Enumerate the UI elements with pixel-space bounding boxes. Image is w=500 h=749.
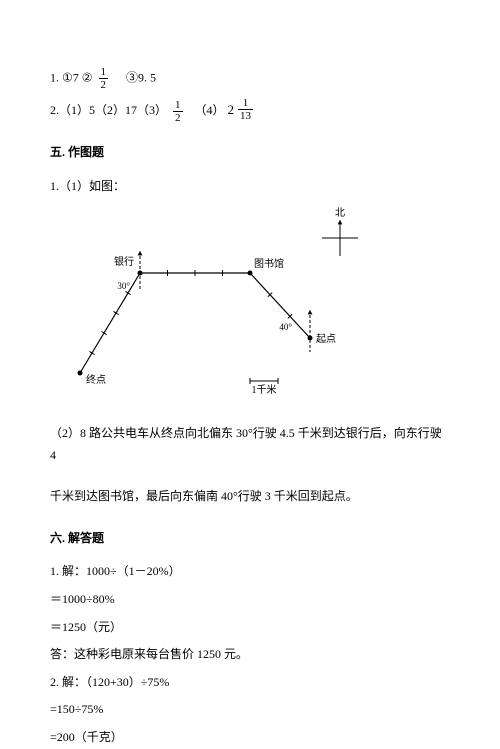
svg-text:终点: 终点 xyxy=(86,373,106,386)
svg-text:40°: 40° xyxy=(279,322,292,332)
answer-line-1: 1. ①7 ② 1 2 ③9. 5 xyxy=(50,66,450,91)
text: 1. ①7 ② xyxy=(50,70,93,84)
numerator: 1 xyxy=(99,66,109,79)
line: ＝1000÷80% xyxy=(50,589,450,611)
route-diagram: 银行 图书馆起点终点 30° 40° 北 1千米 xyxy=(50,203,390,403)
denominator: 13 xyxy=(238,110,253,122)
line: 千米到达图书馆，最后向东偏南 40°行驶 3 千米回到起点。 xyxy=(50,486,450,508)
svg-text:北: 北 xyxy=(335,207,345,219)
svg-text:图书馆: 图书馆 xyxy=(254,257,284,270)
numerator: 1 xyxy=(173,99,183,112)
line: 1.（1）如图： xyxy=(50,176,450,198)
line: =200（千克） xyxy=(50,727,450,749)
text: ③9. 5 xyxy=(114,70,156,84)
svg-text:银行: 银行 xyxy=(114,255,134,268)
denominator: 2 xyxy=(99,79,109,91)
section-6-heading: 六. 解答题 xyxy=(50,528,450,550)
fraction: 1 13 xyxy=(238,97,253,122)
answer-line-2: 2.（1）5（2）17（3） 1 2 （4） 2 1 13 xyxy=(50,97,450,124)
numerator: 1 xyxy=(238,97,253,110)
section-5-heading: 五. 作图题 xyxy=(50,142,450,164)
line: 1. 解：1000÷（1－20%） xyxy=(50,561,450,583)
text: （4） xyxy=(189,103,225,117)
mixed-fraction: 2 1 13 xyxy=(228,97,257,122)
denominator: 2 xyxy=(173,112,183,124)
text: 2.（1）5（2）17（3） xyxy=(50,103,167,117)
diagram-container: 银行 图书馆起点终点 30° 40° 北 1千米 xyxy=(50,203,450,403)
svg-text:1千米: 1千米 xyxy=(252,383,277,396)
fraction: 1 2 xyxy=(99,66,109,91)
svg-text:起点: 起点 xyxy=(316,333,336,345)
line: （2）8 路公共电车从终点向北偏东 30°行驶 4.5 千米到达银行后，向东行驶… xyxy=(50,423,450,466)
fraction: 1 2 xyxy=(173,99,183,124)
whole: 2 xyxy=(228,98,235,121)
line: ＝1250（元） xyxy=(50,617,450,639)
svg-text:30°: 30° xyxy=(117,281,130,291)
answer-line: 答：这种彩电原来每台售价 1250 元。 xyxy=(50,644,450,666)
line: =150÷75% xyxy=(50,699,450,721)
line: 2. 解：（120+30）÷75% xyxy=(50,672,450,694)
